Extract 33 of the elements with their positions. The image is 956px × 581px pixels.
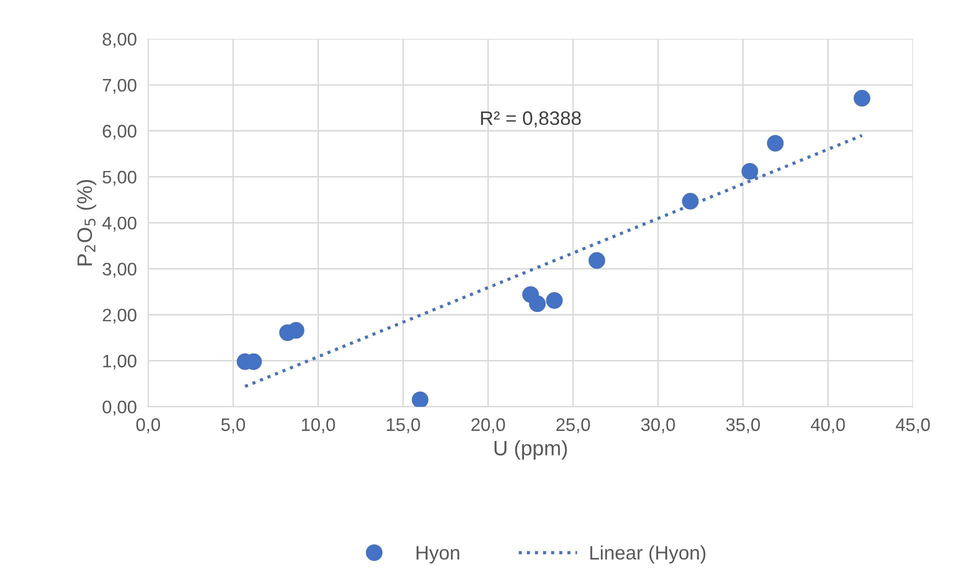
x-tick-label: 5,0 <box>221 418 245 434</box>
x-tick-label: 25,0 <box>556 418 590 434</box>
point <box>588 252 606 269</box>
x-tick-label: 40,0 <box>810 418 845 434</box>
y-tick-label: 4,00 <box>102 216 136 232</box>
y-tick-label: 0,00 <box>102 400 136 416</box>
x-tick-label: 20,0 <box>471 418 505 434</box>
x-axis-title: U (ppm) <box>494 440 567 460</box>
point <box>288 322 304 339</box>
y-tick-label: 3,00 <box>102 262 136 278</box>
x-tick-label: 10,0 <box>302 418 335 434</box>
legend-label: Linear (Hyon) <box>590 545 706 564</box>
point <box>412 391 428 407</box>
annotation: R² = 0,8388 <box>481 111 581 128</box>
point <box>529 295 546 312</box>
y-tick-label: 8,00 <box>102 32 136 48</box>
y-axis-title: P$_{2}$O$_{5}$ (%) <box>76 180 96 266</box>
x-tick-label: 15,0 <box>386 418 420 434</box>
y-tick-label: 1,00 <box>103 354 136 370</box>
y-tick-label: 5,00 <box>102 170 136 186</box>
x-tick-label: 30,0 <box>641 418 675 434</box>
y-tick-label: 6,00 <box>102 124 136 140</box>
legend-label: Hyon <box>416 546 460 564</box>
x-tick-label: 45,0 <box>896 418 930 434</box>
x-tick-label: 35,0 <box>726 418 760 434</box>
x-tick-label: 0,0 <box>136 418 160 434</box>
point <box>741 162 758 180</box>
y-tick-label: 7,00 <box>102 78 136 94</box>
point <box>682 192 699 210</box>
point <box>766 134 784 152</box>
y-tick-label: 2,00 <box>102 308 136 324</box>
point <box>546 292 563 309</box>
point <box>854 90 870 107</box>
